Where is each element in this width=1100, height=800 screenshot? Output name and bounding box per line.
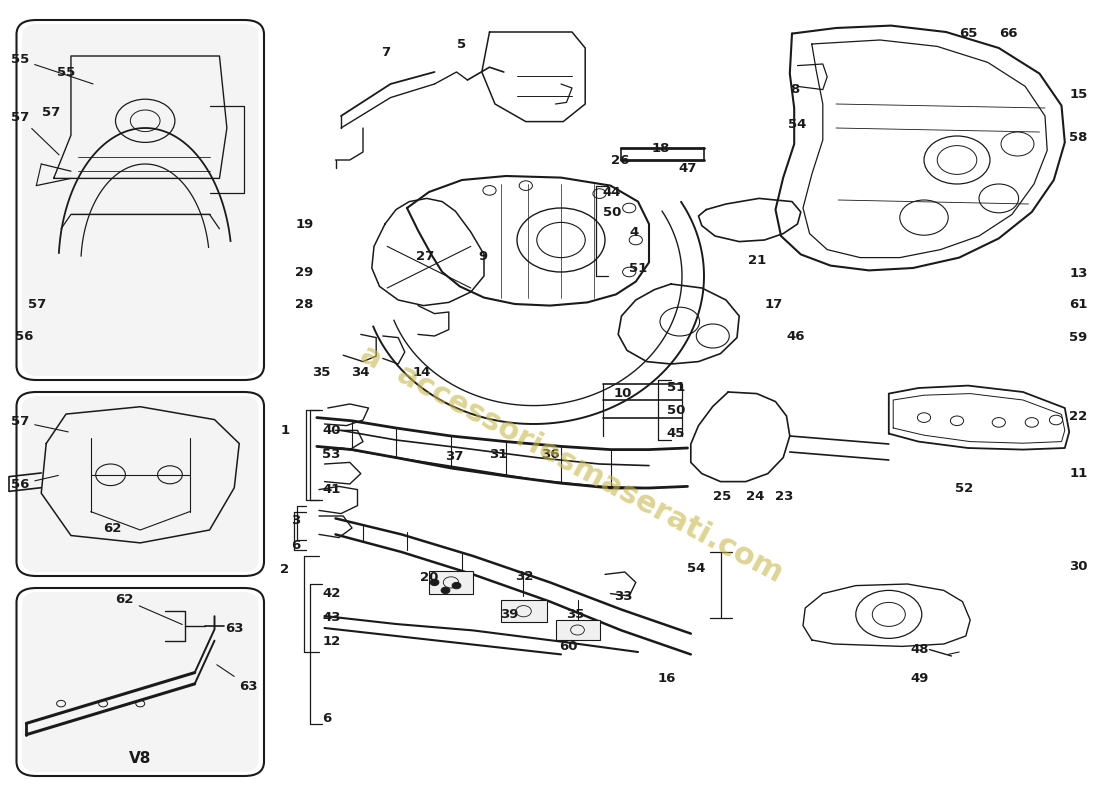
Text: 59: 59 (1069, 331, 1088, 344)
Text: 66: 66 (999, 27, 1018, 40)
Text: 49: 49 (911, 672, 930, 685)
Text: 56: 56 (11, 475, 58, 490)
Text: 28: 28 (295, 298, 313, 310)
Text: 51: 51 (629, 262, 648, 274)
Text: 39: 39 (500, 608, 519, 621)
Text: 45: 45 (667, 427, 685, 440)
Text: 2: 2 (280, 563, 289, 576)
Text: 48: 48 (911, 643, 930, 656)
Text: 43: 43 (322, 611, 341, 624)
Text: 54: 54 (688, 562, 706, 574)
Text: 29: 29 (295, 266, 313, 278)
Text: 4: 4 (629, 226, 638, 238)
Text: 14: 14 (412, 366, 431, 378)
FancyBboxPatch shape (500, 600, 547, 622)
Text: 8: 8 (790, 83, 799, 96)
Text: 21: 21 (748, 254, 767, 266)
Circle shape (441, 587, 450, 594)
Text: 3: 3 (292, 514, 300, 526)
Text: 50: 50 (667, 404, 685, 417)
Text: 37: 37 (446, 450, 464, 462)
Text: 51: 51 (667, 381, 685, 394)
Text: 46: 46 (786, 330, 805, 342)
Text: 10: 10 (614, 387, 632, 400)
Text: 26: 26 (610, 154, 629, 166)
Text: 7: 7 (382, 46, 390, 58)
Text: 44: 44 (603, 186, 622, 198)
FancyBboxPatch shape (22, 592, 258, 772)
Text: 40: 40 (322, 424, 341, 437)
Circle shape (430, 579, 439, 586)
Text: 62: 62 (116, 593, 183, 625)
Text: 56: 56 (14, 330, 33, 342)
Text: 61: 61 (1069, 298, 1088, 310)
Text: 57: 57 (11, 415, 68, 432)
Text: 42: 42 (322, 587, 341, 600)
Text: 19: 19 (295, 218, 313, 230)
Text: 62: 62 (102, 522, 121, 534)
Text: 57: 57 (42, 106, 60, 118)
Text: 35: 35 (566, 608, 585, 621)
Text: 63: 63 (217, 665, 257, 693)
Text: 1: 1 (280, 424, 289, 437)
Text: 23: 23 (776, 490, 794, 502)
Text: 6: 6 (322, 712, 331, 725)
Text: 57: 57 (28, 298, 46, 310)
Text: 13: 13 (1069, 267, 1088, 280)
Text: 65: 65 (959, 27, 978, 40)
Text: a  accessoriesmaserati.com: a accessoriesmaserati.com (355, 340, 789, 588)
FancyBboxPatch shape (556, 620, 600, 640)
Text: 9: 9 (478, 250, 487, 262)
Text: 41: 41 (322, 483, 341, 496)
Text: 6: 6 (292, 539, 300, 552)
Text: 11: 11 (1069, 467, 1088, 480)
Circle shape (452, 582, 461, 589)
Text: 57: 57 (11, 111, 59, 155)
Text: 15: 15 (1069, 88, 1088, 101)
Text: 58: 58 (1069, 131, 1088, 144)
Text: 27: 27 (416, 250, 434, 262)
Text: 55: 55 (11, 53, 94, 84)
Text: 36: 36 (541, 448, 560, 461)
Text: 35: 35 (311, 366, 330, 378)
Text: 33: 33 (614, 590, 632, 602)
Text: 18: 18 (651, 142, 670, 154)
Text: 17: 17 (764, 298, 783, 310)
Text: 60: 60 (559, 640, 578, 653)
Text: 47: 47 (679, 162, 697, 174)
FancyBboxPatch shape (22, 396, 258, 572)
Text: 5: 5 (456, 38, 465, 50)
FancyBboxPatch shape (22, 24, 258, 376)
Text: 55: 55 (56, 66, 75, 78)
Text: 25: 25 (713, 490, 732, 502)
Text: 20: 20 (420, 571, 439, 584)
Text: 30: 30 (1069, 560, 1088, 573)
Text: 12: 12 (322, 635, 341, 648)
FancyBboxPatch shape (429, 571, 473, 594)
Text: 22: 22 (1069, 410, 1088, 422)
Text: 54: 54 (788, 118, 806, 130)
Text: V8: V8 (129, 751, 152, 766)
Text: 63: 63 (226, 622, 244, 634)
Text: 24: 24 (746, 490, 764, 502)
Text: 52: 52 (955, 482, 974, 494)
Text: 16: 16 (658, 672, 676, 685)
Text: 34: 34 (351, 366, 370, 378)
Text: 53: 53 (322, 448, 341, 461)
Text: 31: 31 (490, 448, 508, 461)
Text: 50: 50 (603, 206, 622, 218)
Text: 32: 32 (515, 570, 534, 582)
